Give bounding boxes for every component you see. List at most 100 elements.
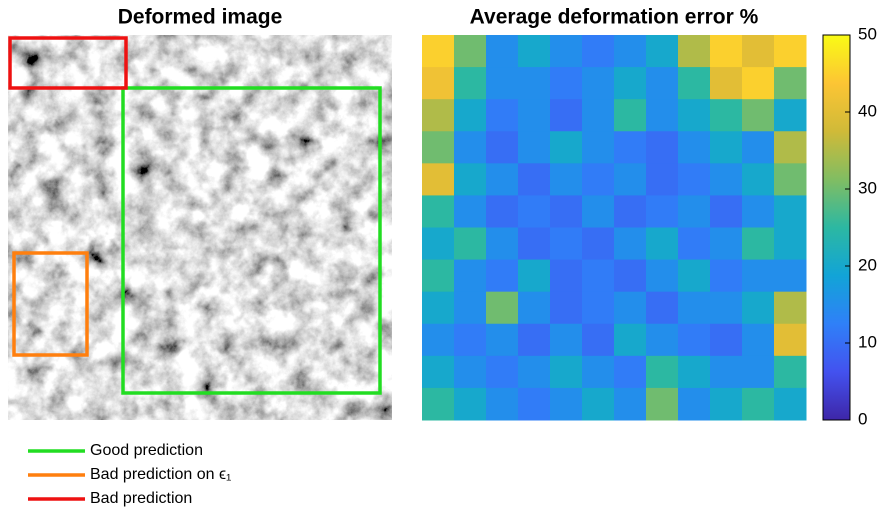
heat-cell	[774, 195, 807, 228]
heat-cell	[774, 131, 807, 164]
heat-cell	[582, 35, 615, 68]
heat-cell	[582, 324, 615, 357]
colorbar-tick-label: 0	[858, 409, 867, 428]
heat-cell	[614, 292, 647, 325]
heat-cell	[614, 388, 647, 421]
heat-cell	[550, 292, 583, 325]
heat-cell	[678, 35, 711, 68]
colorbar-tick-label: 30	[858, 178, 877, 197]
heat-cell	[454, 99, 487, 132]
heat-cell	[742, 195, 775, 228]
heat-cell	[454, 195, 487, 228]
heat-cell	[422, 99, 455, 132]
heat-cell	[486, 292, 519, 325]
heat-cell	[582, 163, 615, 196]
heat-cell	[774, 324, 807, 357]
heat-cell	[582, 228, 615, 261]
heat-cell	[710, 356, 743, 389]
legend-label: Bad prediction on ϵ₁	[90, 466, 231, 483]
heat-cell	[454, 292, 487, 325]
heat-cell	[646, 388, 679, 421]
chart-title: Average deformation error %	[470, 6, 759, 29]
heat-cell	[518, 324, 551, 357]
heat-cell	[454, 131, 487, 164]
heat-cell	[454, 356, 487, 389]
heat-cell	[646, 356, 679, 389]
heat-cell	[486, 163, 519, 196]
heat-cell	[710, 163, 743, 196]
heat-cell	[774, 292, 807, 325]
heat-cell	[678, 99, 711, 132]
heat-cell	[678, 195, 711, 228]
heatmap	[422, 35, 807, 421]
heat-cell	[678, 356, 711, 389]
figure: Deformed image Average deformation error…	[0, 0, 887, 513]
heat-cell	[582, 292, 615, 325]
heat-cell	[614, 356, 647, 389]
colorbar	[823, 35, 850, 420]
heat-cell	[582, 356, 615, 389]
heat-cell	[742, 388, 775, 421]
heat-cell	[646, 35, 679, 68]
heat-cell	[422, 163, 455, 196]
heat-cell	[614, 131, 647, 164]
heat-cell	[422, 324, 455, 357]
heat-cell	[422, 131, 455, 164]
heat-cell	[518, 99, 551, 132]
heat-cell	[422, 388, 455, 421]
heat-cell	[550, 99, 583, 132]
heat-cell	[582, 67, 615, 100]
heat-cell	[774, 228, 807, 261]
heat-cell	[710, 388, 743, 421]
heat-cell	[454, 163, 487, 196]
heat-cell	[710, 131, 743, 164]
heat-cell	[774, 163, 807, 196]
heat-cell	[486, 388, 519, 421]
heat-cell	[454, 67, 487, 100]
heat-cell	[742, 356, 775, 389]
heat-cell	[422, 195, 455, 228]
heat-cell	[422, 67, 455, 100]
heat-cell	[486, 260, 519, 293]
heat-cell	[582, 99, 615, 132]
heat-cell	[742, 260, 775, 293]
heat-cell	[454, 260, 487, 293]
heat-cell	[710, 260, 743, 293]
heat-cell	[678, 388, 711, 421]
heat-cell	[550, 228, 583, 261]
heat-cell	[582, 131, 615, 164]
heat-cell	[646, 292, 679, 325]
heat-cell	[710, 67, 743, 100]
heat-cell	[422, 260, 455, 293]
micrograph	[8, 35, 392, 420]
heat-cell	[678, 67, 711, 100]
heat-cell	[582, 260, 615, 293]
heat-cell	[422, 228, 455, 261]
heat-cell	[518, 163, 551, 196]
heat-cell	[486, 35, 519, 68]
heat-cell	[614, 195, 647, 228]
heat-cell	[742, 324, 775, 357]
heat-cell	[646, 67, 679, 100]
heat-cell	[550, 163, 583, 196]
heat-cell	[518, 260, 551, 293]
heat-cell	[422, 356, 455, 389]
heat-cell	[710, 324, 743, 357]
colorbar-tick-label: 50	[858, 24, 877, 43]
image-title: Deformed image	[118, 6, 283, 29]
heat-cell	[646, 228, 679, 261]
heat-cell	[646, 163, 679, 196]
legend-label: Good prediction	[90, 442, 203, 459]
heat-cell	[774, 67, 807, 100]
heat-cell	[454, 35, 487, 68]
heat-cell	[646, 260, 679, 293]
heat-cell	[742, 228, 775, 261]
heat-cell	[710, 228, 743, 261]
heat-cell	[486, 228, 519, 261]
heat-cell	[614, 324, 647, 357]
heat-cell	[454, 388, 487, 421]
heat-cell	[742, 163, 775, 196]
heat-cell	[614, 99, 647, 132]
heat-cell	[518, 35, 551, 68]
heat-cell	[774, 99, 807, 132]
